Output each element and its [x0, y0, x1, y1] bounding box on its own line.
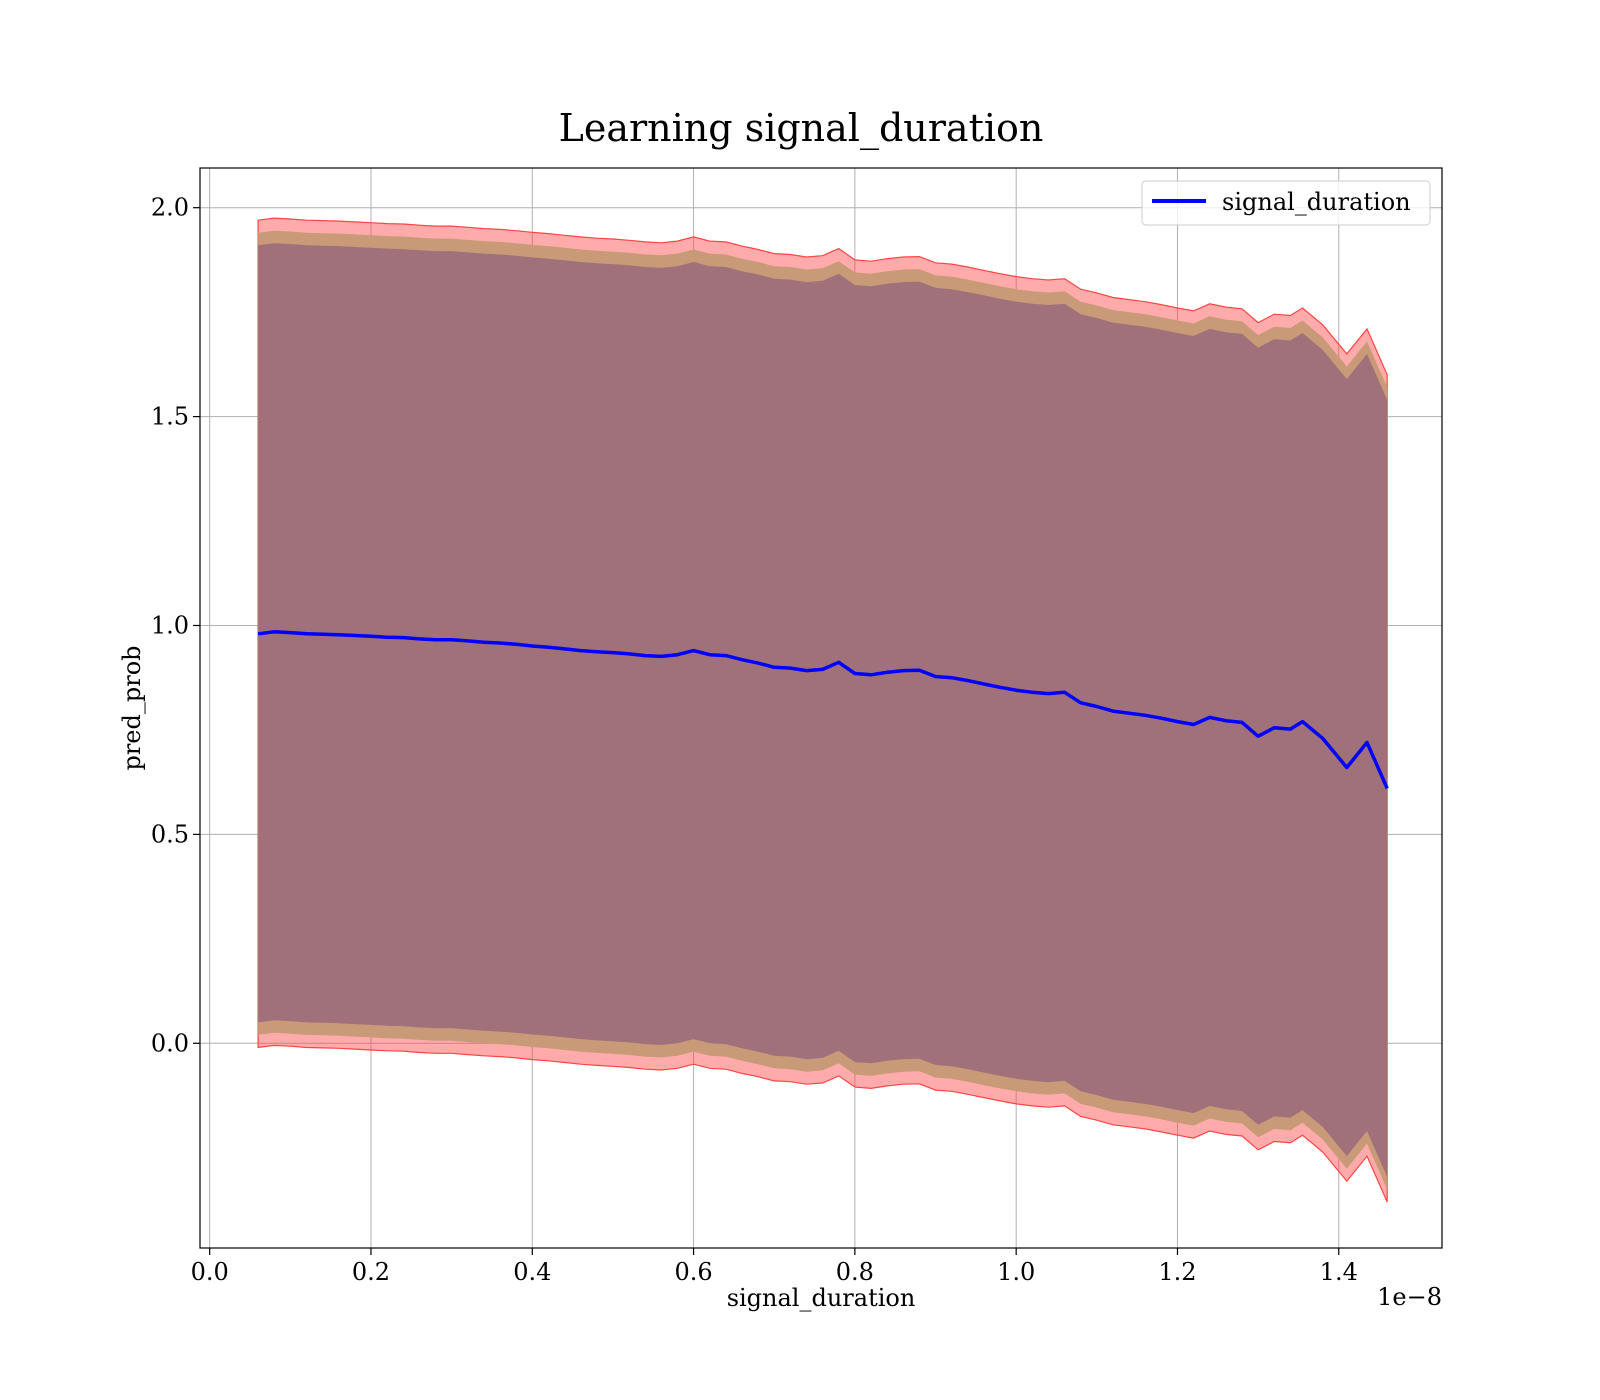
x-axis-label: signal_duration	[727, 1284, 916, 1312]
series-lines	[257, 630, 1389, 790]
y-tick-label: 0.0	[151, 1029, 189, 1057]
x-tick-label: 0.8	[836, 1258, 874, 1286]
chart-title: Learning signal_duration	[559, 106, 1044, 151]
x-tick-label: 1.4	[1320, 1258, 1358, 1286]
inner-confidence-band	[258, 243, 1388, 1177]
x-tick-label: 0.6	[674, 1258, 712, 1286]
x-tick-label: 0.4	[513, 1258, 551, 1286]
x-tick-label: 0.2	[352, 1258, 390, 1286]
x-tick-label: 0.0	[191, 1258, 229, 1286]
y-tick-label: 1.5	[151, 403, 189, 431]
legend-box	[1141, 180, 1431, 226]
x-axis-offset-text: 1e−8	[1377, 1283, 1442, 1311]
y-tick-label: 1.0	[151, 611, 189, 639]
x-axis-ticks: 0.0 0.2 0.4 0.6 0.8 1.0 1.2 1.4	[191, 1248, 1358, 1286]
y-axis-ticks: 0.0 0.5 1.0 1.5 2.0	[151, 194, 200, 1057]
y-tick-label: 2.0	[151, 194, 189, 222]
x-tick-label: 1.0	[997, 1258, 1035, 1286]
y-axis-label: pred_prob	[118, 645, 146, 770]
plot-frame	[199, 167, 1443, 1249]
legend: signal_duration	[1141, 180, 1431, 226]
x-tick-label: 1.2	[1158, 1258, 1196, 1286]
y-tick-label: 0.5	[151, 820, 189, 848]
series-line-signal-duration	[257, 630, 1389, 790]
confidence-bands	[257, 217, 1388, 1203]
legend-label-signal-duration: signal_duration	[1222, 188, 1411, 216]
